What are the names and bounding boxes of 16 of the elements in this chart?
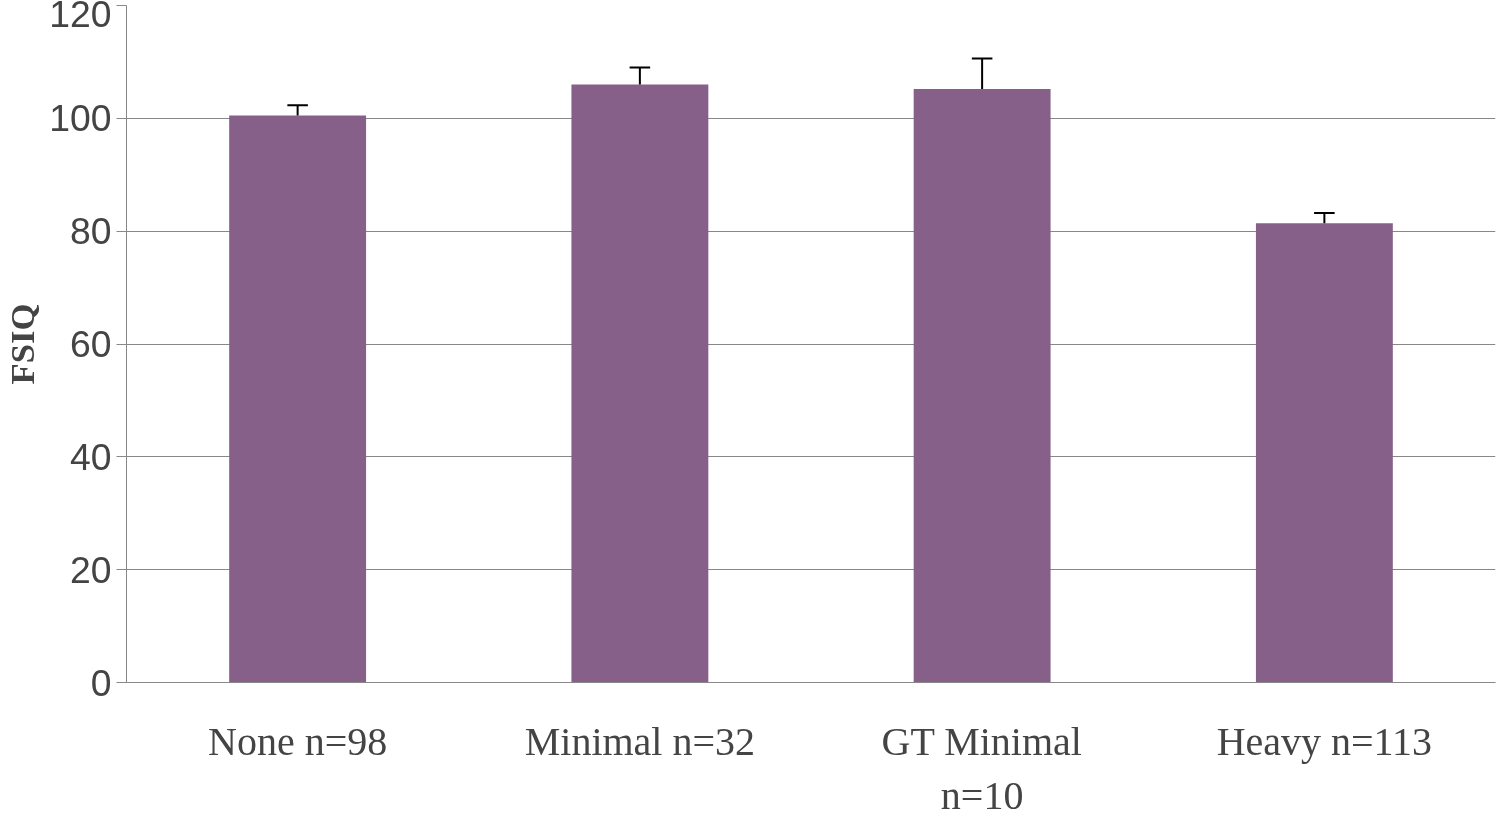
y-tick-label: 100 xyxy=(49,97,112,140)
bar xyxy=(1255,223,1393,683)
y-tick-label: 40 xyxy=(69,435,112,478)
bar xyxy=(229,115,367,683)
y-tick-label: 80 xyxy=(69,210,112,253)
y-axis-title: FSIQ xyxy=(3,303,42,385)
y-tick-label: 0 xyxy=(90,661,112,704)
y-tick-label: 60 xyxy=(69,323,112,365)
x-tick-label: None n=98 xyxy=(208,718,388,764)
y-tick-label: 20 xyxy=(69,548,112,591)
x-tick-label: Minimal n=32 xyxy=(524,718,756,764)
bar xyxy=(571,84,709,683)
y-tick-label: 120 xyxy=(49,0,112,35)
x-tick-label: Heavy n=113 xyxy=(1216,718,1433,764)
x-tick-label: GT Minimal n=10 xyxy=(881,718,1082,818)
bar xyxy=(913,89,1051,683)
